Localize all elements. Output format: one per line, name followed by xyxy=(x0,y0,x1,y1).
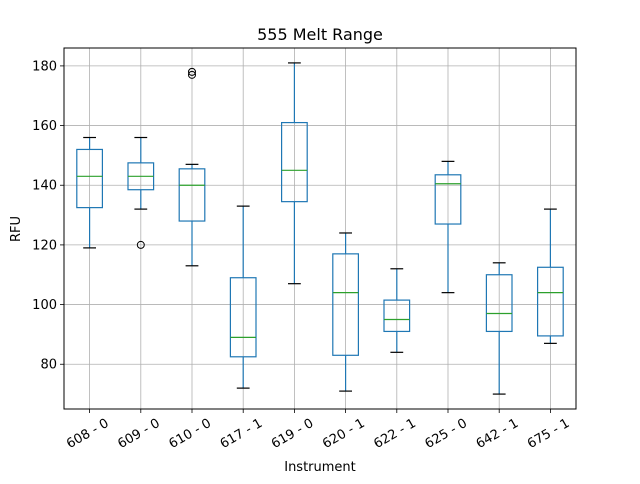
iqr-box xyxy=(332,253,359,356)
outlier-point xyxy=(188,67,196,76)
iqr-box xyxy=(76,148,104,209)
x-tick-label: 675 - 1 xyxy=(525,416,572,452)
box-series xyxy=(76,62,564,395)
iqr-box xyxy=(229,277,257,358)
box-group xyxy=(127,136,155,249)
x-tick-label: 625 - 0 xyxy=(423,416,470,452)
y-tick-label: 140 xyxy=(32,179,57,194)
x-tick-label: 642 - 1 xyxy=(474,416,521,452)
iqr-box xyxy=(434,174,462,225)
x-tick-label: 619 - 0 xyxy=(269,416,316,452)
box-group xyxy=(536,208,564,344)
box-group xyxy=(178,67,206,267)
outlier-point xyxy=(136,240,145,249)
x-tick-label: 622 - 1 xyxy=(371,416,418,452)
x-axis-ticks: 608 - 0 609 - 0 610 - 0 617 - 1 619 - 0 620 -… xyxy=(64,409,572,452)
plot-frame xyxy=(63,47,577,410)
y-axis-ticks: 80 100 120 140 160 180 xyxy=(32,59,64,373)
x-tick-label: 617 - 1 xyxy=(218,416,265,452)
iqr-box xyxy=(383,299,411,333)
box-group xyxy=(332,232,359,392)
box-group xyxy=(229,205,257,389)
y-tick-label: 120 xyxy=(32,238,57,253)
x-axis-label: Instrument xyxy=(284,460,356,475)
x-tick-label: 609 - 0 xyxy=(115,416,162,452)
box-group xyxy=(76,136,104,249)
x-tick-label: 610 - 0 xyxy=(167,416,214,452)
box-group xyxy=(434,160,462,294)
iqr-box xyxy=(178,168,206,222)
outlier-point xyxy=(188,70,196,79)
iqr-box xyxy=(485,274,513,333)
x-tick-label: 608 - 0 xyxy=(64,416,111,452)
box-group xyxy=(485,262,513,395)
iqr-box xyxy=(536,266,564,337)
x-tick-label: 620 - 1 xyxy=(320,416,367,452)
y-tick-label: 100 xyxy=(32,298,57,313)
y-axis-label: RFU xyxy=(9,216,24,242)
iqr-box xyxy=(281,121,308,203)
box-group xyxy=(383,268,411,353)
y-tick-label: 160 xyxy=(32,119,57,134)
y-tick-label: 180 xyxy=(32,59,57,74)
y-tick-label: 80 xyxy=(40,358,57,373)
box-group xyxy=(281,62,308,285)
chart-title: 555 Melt Range xyxy=(257,25,383,44)
